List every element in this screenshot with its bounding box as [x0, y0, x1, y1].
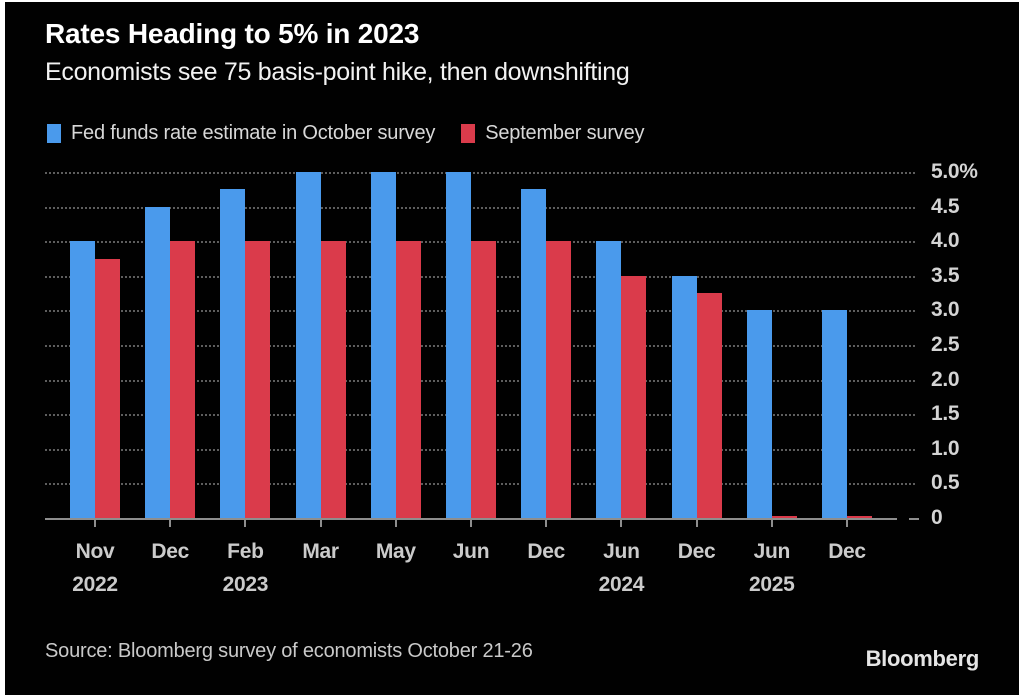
source-note: Source: Bloomberg survey of economists O… — [45, 640, 533, 662]
x-axis-tick — [545, 518, 548, 527]
y-axis-label: 3.5 — [931, 263, 960, 287]
x-axis-month-label: May — [375, 540, 416, 563]
x-axis-month-label: Mar — [302, 540, 339, 563]
chart-title: Rates Heading to 5% in 2023 — [45, 18, 420, 49]
x-axis-tick — [846, 518, 848, 527]
september-survey-bar — [696, 293, 722, 518]
gridline — [45, 206, 915, 209]
october-survey-bar — [822, 310, 847, 518]
legend-label-october: Fed funds rate estimate in October surve… — [71, 122, 436, 144]
october-survey-bar — [370, 172, 396, 518]
x-axis-month-label: Feb — [227, 540, 264, 563]
september-survey-bar — [95, 258, 120, 518]
october-survey-bar — [145, 206, 171, 518]
y-axis-label: 5.0% — [931, 160, 978, 183]
y-axis-label: 4.0 — [931, 229, 960, 253]
october-survey-bar — [521, 189, 547, 518]
x-axis-year-label: 2024 — [598, 573, 645, 596]
x-axis-tick — [394, 518, 397, 527]
october-survey-bar — [596, 241, 622, 518]
plot-area: 5.0% 4.5 4.0 3.5 3.0 2.5 2.0 1.5 1.0 0.5 0 Nov 2022 D… — [45, 160, 978, 596]
chart-subtitle: Economists see 75 basis-point hike, then… — [45, 58, 630, 86]
y-axis-label: 0 — [931, 506, 943, 529]
x-axis-year-label: 2022 — [72, 573, 118, 596]
x-axis-month-label: Dec — [677, 540, 716, 563]
x-axis-tick — [319, 518, 322, 527]
x-axis-month-label: Dec — [527, 540, 565, 563]
x-axis-year-label: 2025 — [749, 573, 795, 596]
x-axis-tick — [620, 518, 623, 527]
x-axis-tick — [169, 518, 172, 527]
x-axis-tick — [695, 518, 698, 527]
september-survey-bar — [621, 275, 647, 518]
zero-axis-dash — [909, 518, 919, 520]
legend-item-september-survey: September survey — [461, 122, 645, 145]
x-axis-month-label: Dec — [151, 540, 189, 563]
x-axis-tick — [470, 518, 472, 527]
red-swatch-icon — [461, 124, 476, 143]
x-axis-tick — [94, 518, 96, 527]
october-survey-bar — [220, 189, 246, 518]
y-axis-label: 1.5 — [931, 402, 960, 426]
x-axis-month-label: Dec — [828, 540, 866, 563]
x-axis-month-label: Jun — [452, 540, 490, 563]
blue-swatch-icon — [47, 124, 61, 143]
september-survey-bar — [245, 241, 271, 518]
y-axis-label: 3.0 — [931, 298, 960, 322]
september-survey-bar — [395, 241, 421, 518]
september-survey-bar — [546, 241, 572, 518]
september-survey-bar — [320, 241, 346, 518]
chart-panel: Rates Heading to 5% in 2023 Economists s… — [5, 2, 1019, 695]
y-axis-label: 1.0 — [931, 436, 960, 460]
gridline — [45, 172, 915, 174]
october-survey-bar — [446, 172, 471, 518]
september-survey-bar — [847, 515, 872, 518]
x-axis-month-label: Jun — [753, 540, 791, 563]
x-axis-month-label: Nov — [75, 540, 115, 563]
september-survey-bar — [771, 515, 797, 518]
y-axis-label: 0.5 — [931, 471, 960, 495]
september-survey-bar — [471, 241, 496, 518]
october-survey-bar — [70, 241, 95, 518]
legend-item-october-survey: Fed funds rate estimate in October surve… — [47, 122, 435, 145]
x-axis-month-label: Jun — [603, 540, 640, 563]
september-survey-bar — [170, 241, 196, 518]
x-axis-year-label: 2023 — [222, 573, 269, 596]
october-survey-bar — [671, 275, 697, 518]
bloomberg-logo: Bloomberg — [865, 646, 980, 671]
october-survey-bar — [746, 310, 772, 518]
y-axis-label: 4.5 — [931, 194, 960, 218]
y-axis-label: 2.0 — [931, 367, 960, 391]
legend-label-september: September survey — [485, 122, 645, 144]
october-survey-bar — [295, 172, 321, 518]
y-axis-label: 2.5 — [931, 333, 960, 356]
x-axis-tick — [770, 518, 773, 527]
x-axis-tick — [244, 518, 247, 527]
chart-legend: Fed funds rate estimate in October surve… — [47, 122, 645, 145]
